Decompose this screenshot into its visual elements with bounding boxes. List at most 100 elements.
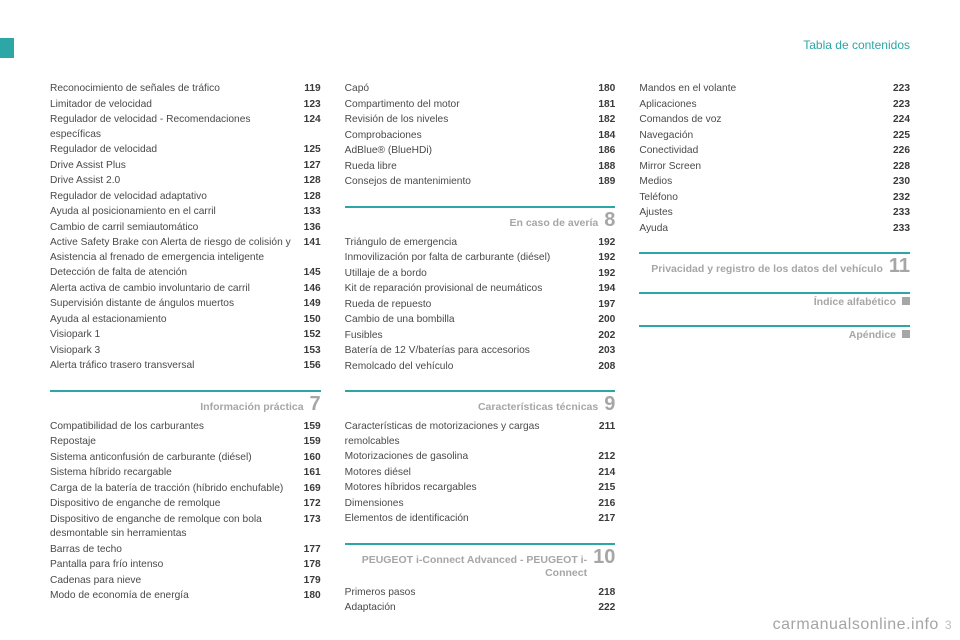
section-info-practica: Información práctica 7 (50, 390, 321, 414)
toc-entry-label: Cambio de una bombilla (345, 313, 599, 328)
toc-entry: Alerta activa de cambio involuntario de … (50, 282, 321, 297)
toc-entry: Batería de 12 V/baterías para accesorios… (345, 344, 616, 359)
toc-entry-label: Drive Assist 2.0 (50, 174, 304, 189)
toc-entry-label: Visiopark 1 (50, 328, 304, 343)
section-privacidad: Privacidad y registro de los datos del v… (639, 252, 910, 276)
section-caracteristicas: Características técnicas 9 (345, 390, 616, 414)
toc-entry-page: 200 (598, 313, 615, 328)
toc-entry-label: Visiopark 3 (50, 344, 304, 359)
toc-entry-label: Detección de falta de atención (50, 266, 304, 281)
toc-entry-label: Active Safety Brake con Alerta de riesgo… (50, 236, 304, 265)
toc-entry-page: 214 (598, 466, 615, 481)
toc-entry-page: 160 (304, 451, 321, 466)
toc-entry-label: Drive Assist Plus (50, 159, 304, 174)
col1-entries-a: Reconocimiento de señales de tráfico119L… (50, 82, 321, 374)
toc-entry-page: 192 (598, 267, 615, 282)
watermark: carmanualsonline.info3 (773, 616, 952, 634)
toc-entry: AdBlue® (BlueHDi)186 (345, 144, 616, 159)
toc-entry-page: 161 (304, 466, 321, 481)
toc-entry-label: Rueda libre (345, 160, 599, 175)
toc-entry-label: Compatibilidad de los carburantes (50, 420, 304, 435)
toc-entry-label: Primeros pasos (345, 586, 599, 601)
toc-entry: Revisión de los niveles182 (345, 113, 616, 128)
section-title: Índice alfabético (639, 296, 896, 309)
toc-entry-page: 149 (304, 297, 321, 312)
toc-entry-page: 192 (598, 251, 615, 266)
toc-entry-label: Comandos de voz (639, 113, 893, 128)
toc-entry-page: 133 (304, 205, 321, 220)
toc-entry-label: Triángulo de emergencia (345, 236, 599, 251)
col2-entries-a: Capó180Compartimento del motor181Revisió… (345, 82, 616, 190)
section-row: En caso de avería 8 (345, 210, 616, 230)
content-columns: Reconocimiento de señales de tráfico119L… (50, 82, 910, 617)
toc-entry: Cadenas para nieve179 (50, 574, 321, 589)
column-3: Mandos en el volante223Aplicaciones223Co… (639, 82, 910, 617)
toc-entry-page: 145 (304, 266, 321, 281)
toc-entry-label: Ajustes (639, 206, 893, 221)
toc-entry: Sistema anticonfusión de carburante (dié… (50, 451, 321, 466)
toc-entry-label: Modo de economía de energía (50, 589, 304, 604)
toc-entry-label: Mandos en el volante (639, 82, 893, 97)
toc-entry-page: 230 (893, 175, 910, 190)
toc-entry: Inmovilización por falta de carburante (… (345, 251, 616, 266)
toc-entry: Fusibles202 (345, 329, 616, 344)
toc-entry: Rueda libre188 (345, 160, 616, 175)
toc-entry-page: 128 (304, 190, 321, 205)
toc-entry-label: Sistema anticonfusión de carburante (dié… (50, 451, 304, 466)
section-rule (639, 252, 910, 254)
toc-entry-label: Capó (345, 82, 599, 97)
toc-entry: Mirror Screen228 (639, 160, 910, 175)
toc-entry-page: 186 (598, 144, 615, 159)
toc-entry: Limitador de velocidad123 (50, 98, 321, 113)
section-rule (345, 206, 616, 208)
toc-entry-page: 192 (598, 236, 615, 251)
toc-entry-page: 180 (304, 589, 321, 604)
toc-entry-label: Pantalla para frío intenso (50, 558, 304, 573)
toc-entry-label: Comprobaciones (345, 129, 599, 144)
toc-entry-label: Supervisión distante de ángulos muertos (50, 297, 304, 312)
toc-entry-page: 124 (304, 113, 321, 128)
toc-entry: Alerta tráfico trasero transversal156 (50, 359, 321, 374)
section-title: Privacidad y registro de los datos del v… (639, 263, 883, 276)
toc-entry-page: 232 (893, 191, 910, 206)
toc-entry-page: 189 (598, 175, 615, 190)
section-title: PEUGEOT i-Connect Advanced - PEUGEOT i-C… (345, 554, 587, 580)
section-number: 8 (604, 210, 615, 230)
toc-entry-page: 212 (598, 450, 615, 465)
toc-entry: Reconocimiento de señales de tráfico119 (50, 82, 321, 97)
toc-entry-label: Ayuda al posicionamiento en el carril (50, 205, 304, 220)
toc-entry-label: Dispositivo de enganche de remolque con … (50, 513, 304, 542)
toc-entry-page: 123 (304, 98, 321, 113)
toc-entry-label: Limitador de velocidad (50, 98, 304, 113)
toc-entry-page: 233 (893, 206, 910, 221)
toc-entry-page: 128 (304, 174, 321, 189)
toc-entry: Visiopark 3153 (50, 344, 321, 359)
toc-entry-page: 141 (304, 236, 321, 251)
section-row: Características técnicas 9 (345, 394, 616, 414)
toc-entry: Ayuda233 (639, 222, 910, 237)
toc-entry-label: Dispositivo de enganche de remolque (50, 497, 304, 512)
toc-entry: Rueda de repuesto197 (345, 298, 616, 313)
section-rule (639, 325, 910, 327)
toc-entry-page: 119 (304, 82, 320, 97)
toc-entry-page: 180 (598, 82, 615, 97)
toc-entry: Compatibilidad de los carburantes159 (50, 420, 321, 435)
toc-entry-page: 150 (304, 313, 321, 328)
section-title: En caso de avería (345, 217, 599, 230)
toc-entry: Capó180 (345, 82, 616, 97)
toc-entry-page: 223 (893, 98, 910, 113)
toc-entry: Elementos de identificación217 (345, 512, 616, 527)
toc-entry-label: Regulador de velocidad adaptativo (50, 190, 304, 205)
toc-entry-page: 226 (893, 144, 910, 159)
toc-entry: Mandos en el volante223 (639, 82, 910, 97)
toc-entry-page: 172 (304, 497, 321, 512)
toc-entry-page: 178 (304, 558, 321, 573)
section-apendice: Apéndice (639, 325, 910, 342)
toc-entry-label: Dimensiones (345, 497, 599, 512)
col1-entries-b: Compatibilidad de los carburantes159Repo… (50, 420, 321, 604)
toc-entry: Kit de reparación provisional de neumáti… (345, 282, 616, 297)
toc-entry-label: Alerta activa de cambio involuntario de … (50, 282, 304, 297)
toc-entry-label: Remolcado del vehículo (345, 360, 599, 375)
toc-entry: Consejos de mantenimiento189 (345, 175, 616, 190)
toc-entry-label: Regulador de velocidad - Recomendaciones… (50, 113, 304, 142)
